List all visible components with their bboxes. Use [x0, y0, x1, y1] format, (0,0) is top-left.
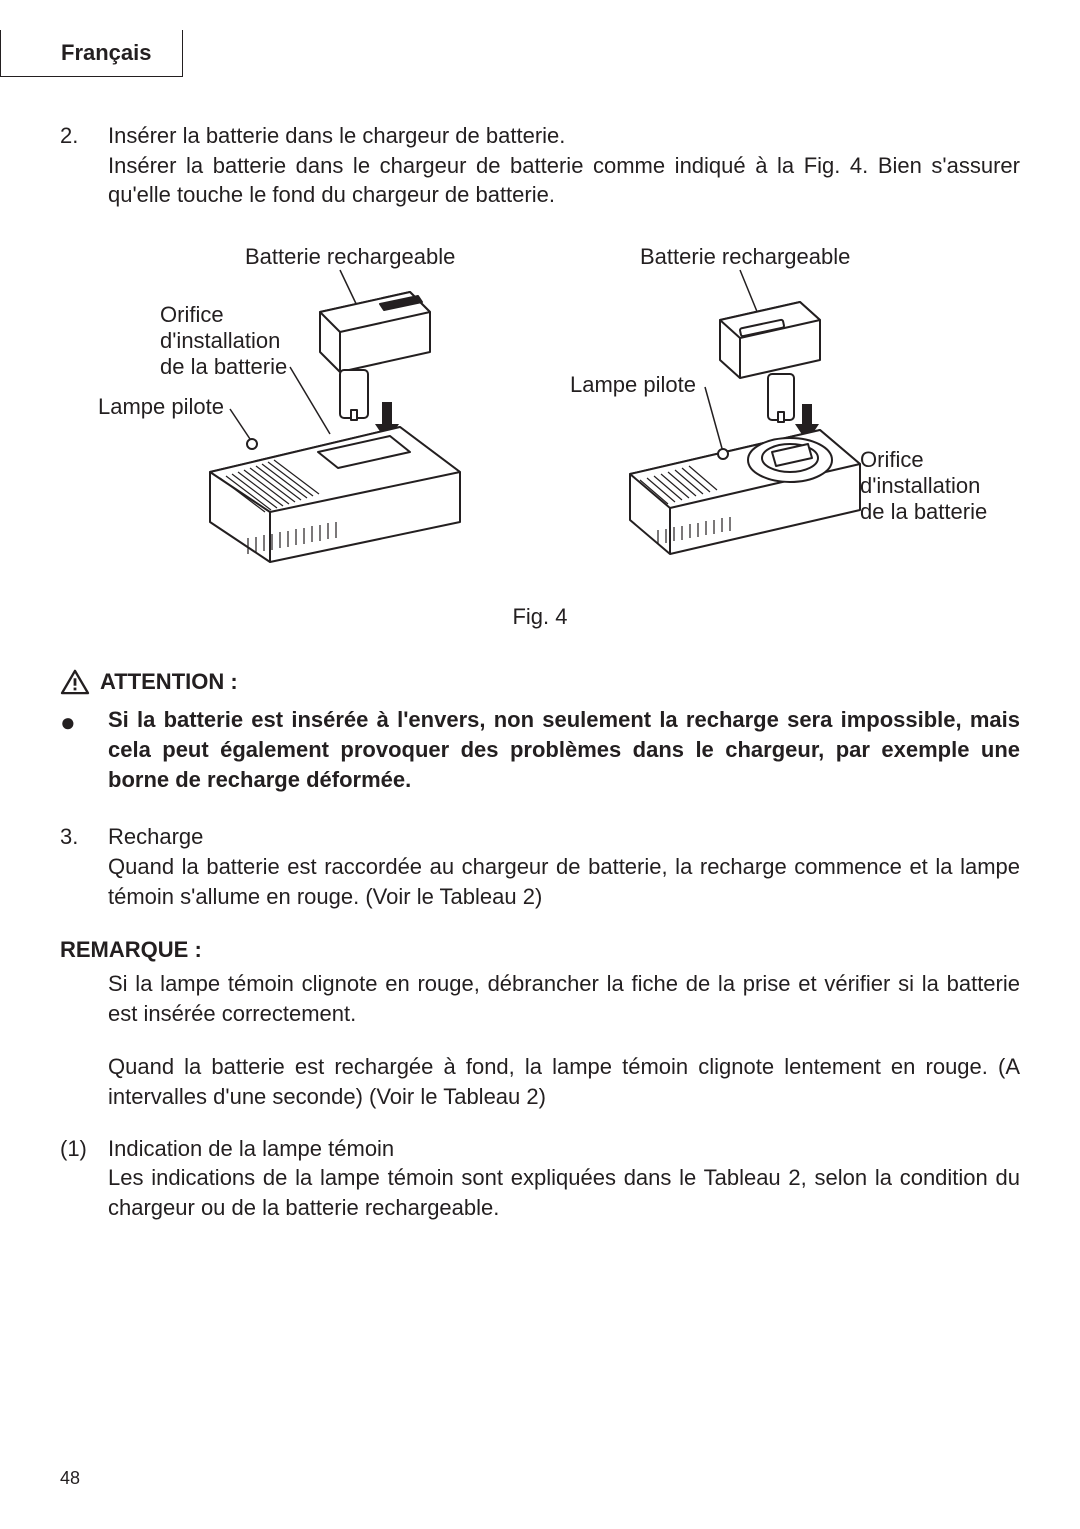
step-2-body: Insérer la batterie dans le chargeur de …	[108, 121, 1020, 210]
charger-icon-left	[210, 427, 460, 562]
label-battery-left: Batterie rechargeable	[245, 244, 455, 269]
label-orifice-right-l3: de la batterie	[860, 499, 987, 524]
label-orifice-right-l2: d'installation	[860, 473, 980, 498]
language-tab: Français	[0, 30, 183, 77]
step-3-text: Quand la batterie est raccordée au charg…	[108, 854, 1020, 909]
label-orifice-left-l2: d'installation	[160, 328, 280, 353]
remarque-heading: REMARQUE :	[60, 935, 1020, 965]
step-3-body: Recharge Quand la batterie est raccordée…	[108, 822, 1020, 911]
sub-1-text: Les indications de la lampe témoin sont …	[108, 1165, 1020, 1220]
step-3-title: Recharge	[108, 824, 203, 849]
step-2-number: 2.	[60, 121, 108, 210]
step-2: 2. Insérer la batterie dans le chargeur …	[60, 121, 1020, 210]
page-number: 48	[60, 1468, 80, 1489]
label-orifice-left-l3: de la batterie	[160, 354, 287, 379]
remarque-p1: Si la lampe témoin clignote en rouge, dé…	[108, 969, 1020, 1028]
step-3: 3. Recharge Quand la batterie est raccor…	[60, 822, 1020, 911]
charger-icon-right	[630, 430, 860, 554]
bullet-icon: ●	[60, 705, 108, 794]
figure-4-right: Batterie rechargeable Lampe pilote Orifi…	[540, 242, 1010, 580]
sub-1-title: Indication de la lampe témoin	[108, 1136, 394, 1161]
sub-1: (1) Indication de la lampe témoin Les in…	[60, 1134, 1020, 1223]
page-content: 2. Insérer la batterie dans le chargeur …	[60, 121, 1020, 1223]
battery-icon-left	[320, 292, 430, 420]
figure-4: Batterie rechargeable Orifice d'installa…	[60, 242, 1020, 631]
label-pilot-left: Lampe pilote	[98, 394, 224, 419]
figure-4-left: Batterie rechargeable Orifice d'installa…	[70, 242, 500, 580]
attention-text: Si la batterie est insérée à l'envers, n…	[108, 705, 1020, 794]
remarque-p2: Quand la batterie est rechargée à fond, …	[108, 1052, 1020, 1111]
attention-label: ATTENTION :	[100, 667, 238, 697]
warning-icon	[60, 669, 90, 695]
figure-caption: Fig. 4	[60, 602, 1020, 632]
sub-1-body: Indication de la lampe témoin Les indica…	[108, 1134, 1020, 1223]
sub-1-number: (1)	[60, 1134, 108, 1223]
attention-bullet: ● Si la batterie est insérée à l'envers,…	[60, 705, 1020, 794]
attention-heading: ATTENTION :	[60, 667, 1020, 697]
step-3-number: 3.	[60, 822, 108, 911]
label-orifice-right-l1: Orifice	[860, 447, 924, 472]
label-battery-right: Batterie rechargeable	[640, 244, 850, 269]
step-2-text: Insérer la batterie dans le chargeur de …	[108, 153, 1020, 208]
step-2-title: Insérer la batterie dans le chargeur de …	[108, 123, 565, 148]
label-orifice-left-l1: Orifice	[160, 302, 224, 327]
label-pilot-right: Lampe pilote	[570, 372, 696, 397]
